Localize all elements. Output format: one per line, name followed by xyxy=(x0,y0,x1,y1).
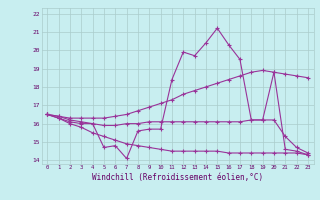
X-axis label: Windchill (Refroidissement éolien,°C): Windchill (Refroidissement éolien,°C) xyxy=(92,173,263,182)
